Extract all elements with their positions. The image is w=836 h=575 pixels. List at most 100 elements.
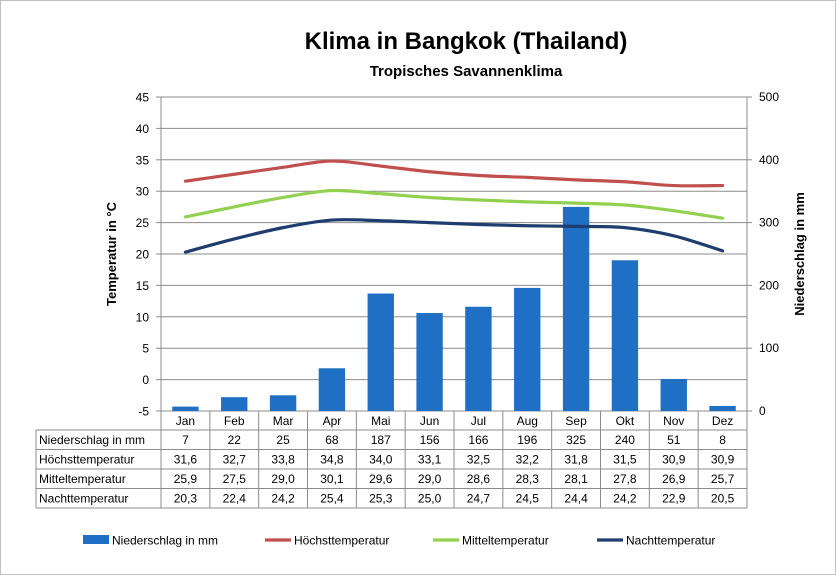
data-label: 24,2: [271, 492, 295, 506]
bar-jan: [172, 406, 199, 411]
data-label: 166: [468, 433, 488, 447]
line-nachttemperatur: [183, 218, 725, 254]
data-label: 32,7: [223, 453, 247, 467]
legend-swatch: [83, 535, 109, 544]
data-label: 26,9: [662, 472, 686, 486]
data-label: 34,8: [320, 453, 344, 467]
data-label: 33,8: [271, 453, 295, 467]
category-label: Feb: [224, 414, 245, 428]
category-label: Apr: [323, 414, 342, 428]
data-label: 34,0: [369, 453, 393, 467]
data-label: 32,5: [467, 453, 491, 467]
data-label: 24,7: [467, 492, 491, 506]
y-left-tick-label: 25: [136, 216, 150, 230]
y-left-tick-label: 0: [142, 373, 149, 387]
data-label: 28,1: [564, 472, 588, 486]
data-label: 25,0: [418, 492, 442, 506]
data-label: 31,6: [174, 453, 198, 467]
bar-feb: [221, 397, 248, 411]
data-label: 240: [615, 433, 635, 447]
table-row-label: Nachttemperatur: [39, 492, 128, 506]
table-row-label: Höchsttemperatur: [39, 453, 134, 467]
bar-nov: [660, 378, 687, 411]
data-label: 51: [667, 433, 681, 447]
chart-title: Klima in Bangkok (Thailand): [305, 28, 628, 55]
data-label: 196: [517, 433, 537, 447]
data-label: 30,1: [320, 472, 344, 486]
y-right-tick-label: 300: [759, 216, 779, 230]
category-label: Nov: [663, 414, 684, 428]
data-label: 24,5: [516, 492, 540, 506]
category-label: Okt: [616, 414, 635, 428]
y-left-axis-title: Temperatur in °C: [104, 201, 119, 306]
y-right-tick-label: 500: [759, 90, 779, 104]
bar-mai: [367, 293, 394, 411]
bar-mar: [269, 395, 297, 411]
data-label: 25,9: [174, 472, 198, 486]
y-left-tick-label: 15: [136, 279, 150, 293]
data-label: 30,9: [662, 453, 686, 467]
bar-aug: [514, 287, 541, 411]
bar-jul: [465, 306, 492, 411]
line-mitteltemperatur: [183, 188, 725, 220]
data-label: 30,9: [711, 453, 735, 467]
data-label: 22: [228, 433, 242, 447]
bar-okt: [611, 260, 639, 411]
data-label: 29,6: [369, 472, 393, 486]
y-left-tick-label: 5: [142, 342, 149, 356]
data-label: 24,2: [613, 492, 637, 506]
data-label: 32,2: [516, 453, 540, 467]
data-label: 27,8: [613, 472, 637, 486]
bar-apr: [318, 368, 346, 411]
data-label: 7: [182, 433, 189, 447]
table-row-label: Mitteltemperatur: [39, 472, 126, 486]
data-label: 20,5: [711, 492, 735, 506]
legend-label: Mitteltemperatur: [462, 534, 549, 548]
legend-label: Niederschlag in mm: [112, 534, 218, 548]
data-label: 28,6: [467, 472, 491, 486]
y-right-tick-label: 0: [759, 404, 766, 418]
category-label: Mar: [273, 414, 294, 428]
category-label: Jul: [471, 414, 486, 428]
y-right-tick-label: 400: [759, 153, 779, 167]
y-right-tick-label: 200: [759, 278, 779, 292]
y-left-tick-label: 30: [136, 185, 150, 199]
line-höchsttemperatur: [183, 159, 725, 188]
data-label: 25,4: [320, 492, 344, 506]
data-label: 25,7: [711, 472, 735, 486]
data-label: 25,3: [369, 492, 393, 506]
y-left-tick-label: 20: [136, 248, 150, 262]
table-row-label: Niederschlag in mm: [39, 433, 145, 447]
chart-subtitle: Tropisches Savannenklima: [370, 63, 563, 80]
data-label: 187: [371, 433, 391, 447]
y-right-tick-label: 100: [759, 341, 779, 355]
bar-dez: [709, 405, 736, 411]
data-label: 25: [276, 433, 290, 447]
data-label: 68: [325, 433, 339, 447]
data-label: 33,1: [418, 453, 442, 467]
y-left-tick-label: 10: [136, 310, 150, 324]
data-label: 20,3: [174, 492, 198, 506]
y-left-tick-label: 40: [136, 122, 150, 136]
data-label: 27,5: [223, 472, 247, 486]
data-label: 8: [719, 433, 726, 447]
category-label: Sep: [565, 414, 587, 428]
data-label: 22,4: [223, 492, 247, 506]
y-left-tick-label: 45: [136, 91, 150, 105]
y-left-tick-label: 35: [136, 153, 150, 167]
data-label: 29,0: [271, 472, 295, 486]
category-label: Mai: [371, 414, 390, 428]
data-label: 31,5: [613, 453, 637, 467]
y-right-axis-title: Niederschlag in mm: [792, 192, 807, 316]
legend-label: Höchsttemperatur: [294, 534, 389, 548]
category-label: Dez: [712, 414, 733, 428]
data-label: 28,3: [516, 472, 540, 486]
data-label: 29,0: [418, 472, 442, 486]
bar-sep: [562, 206, 590, 411]
data-label: 325: [566, 433, 586, 447]
category-label: Jun: [420, 414, 439, 428]
data-label: 31,8: [564, 453, 588, 467]
category-label: Jan: [176, 414, 195, 428]
